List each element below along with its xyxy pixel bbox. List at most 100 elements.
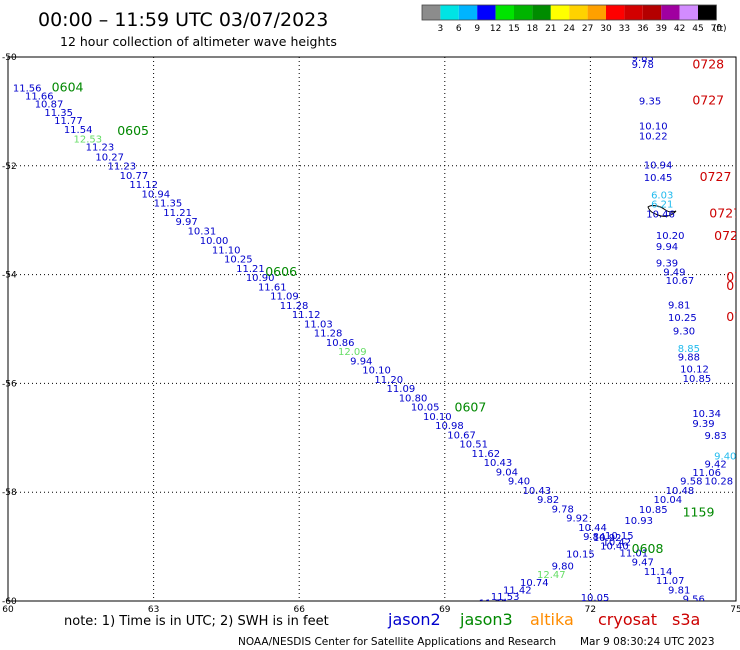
x-tick-label: 60 <box>2 605 14 615</box>
wave-height-value: 10.28 <box>704 477 733 488</box>
wave-height-value: 9.83 <box>704 431 726 442</box>
plot-frame <box>7 56 737 602</box>
wave-height-value: 9.92 <box>566 514 588 525</box>
color-swatch <box>495 5 514 20</box>
wave-height-value: 9.39 <box>656 258 678 269</box>
color-swatch <box>661 5 680 20</box>
pass-time-label: 0727 <box>726 278 740 293</box>
wave-height-value: 10.45 <box>644 173 673 184</box>
wave-height-value: 10.05 <box>581 593 610 604</box>
wave-height-value: 11.21 <box>163 208 192 219</box>
wave-height-value: 10.43 <box>522 486 551 497</box>
color-scale-label: 42 <box>674 24 685 34</box>
pass-time-label: 0606 <box>265 264 297 279</box>
wave-height-value: 10.67 <box>447 430 476 441</box>
wave-height-value: 11.77 <box>54 116 83 127</box>
footer-credit: NOAA/NESDIS Center for Satellite Applica… <box>238 636 556 648</box>
wave-height-value: 11.62 <box>471 449 500 460</box>
color-scale-frame <box>421 4 717 21</box>
color-swatch <box>477 5 496 20</box>
wave-height-value: 11.12 <box>292 310 321 321</box>
wave-height-value: 9.97 <box>175 217 197 228</box>
wave-height-value: 10.00 <box>200 236 229 247</box>
wave-height-value: 11.20 <box>374 375 403 386</box>
color-scale-label: 9 <box>474 24 480 34</box>
wave-height-value: 11.21 <box>236 264 265 275</box>
color-scale-label: 30 <box>600 24 612 34</box>
wave-height-value: 9.04 <box>496 467 518 478</box>
wave-height-value: 10.27 <box>95 152 124 163</box>
wave-height-value: 9.47 <box>632 558 654 569</box>
wave-height-value: 11.10 <box>212 245 241 256</box>
wave-height-value: 9.84 <box>583 532 605 543</box>
wave-height-value: 9.42 <box>704 460 726 471</box>
wave-height-value: 9.58 <box>680 477 702 488</box>
wave-height-value: 11.35 <box>44 108 73 119</box>
x-tick-label: 69 <box>439 605 451 615</box>
x-tick-label: 72 <box>585 605 596 615</box>
wave-height-value: 11.06 <box>692 468 721 479</box>
color-swatch <box>514 5 533 20</box>
wave-height-value: 11.35 <box>154 199 183 210</box>
wave-height-value: 10.85 <box>639 505 668 516</box>
wave-height-value: 10.80 <box>399 393 428 404</box>
wave-height-value: 10.25 <box>224 255 253 266</box>
wave-height-value: 10.10 <box>362 366 391 377</box>
wave-height-value: 11.12 <box>129 180 158 191</box>
wave-height-value: 9.49 <box>663 268 685 279</box>
pass-time-label: 0727 <box>692 92 724 107</box>
wave-height-value: 10.51 <box>459 440 488 451</box>
color-scale-label: 18 <box>527 24 539 34</box>
wave-height-value: 10.34 <box>692 409 721 420</box>
wave-height-value: 11.23 <box>86 143 115 154</box>
legend-item-jason3: jason3 <box>459 610 513 629</box>
wave-height-value: 10.15 <box>605 531 634 542</box>
wave-height-value: 10.43 <box>484 458 513 469</box>
color-scale-unit: (ft) <box>713 24 727 34</box>
wave-height-value: 10.90 <box>246 273 275 284</box>
wave-height-value: 11.07 <box>656 576 685 587</box>
wave-height-value: 11.33 <box>479 598 508 609</box>
wave-height-value: 9.88 <box>678 353 700 364</box>
legend-item-cryosat: cryosat <box>598 610 657 629</box>
pass-time-label: 0727 <box>726 309 740 324</box>
wave-height-value: 9.80 <box>552 561 574 572</box>
wave-height-value: 10.10 <box>639 121 668 132</box>
y-tick-label: -50 <box>2 53 17 63</box>
wave-height-value: 9.81 <box>668 585 690 596</box>
color-swatch <box>532 5 551 20</box>
wave-height-value: 9.30 <box>673 326 695 337</box>
wave-height-value: 11.28 <box>314 329 343 340</box>
wave-height-value: 10.94 <box>141 189 170 200</box>
color-swatch <box>642 5 662 20</box>
observation-labels: 11.5611.6610.8711.3511.7711.5412.5311.23… <box>13 57 736 609</box>
legend-item-jason2: jason2 <box>387 610 441 629</box>
wave-height-value: 11.61 <box>258 282 287 293</box>
wave-height-value: 9.56 <box>683 595 705 606</box>
note-text: note: 1) Time is in UTC; 2) SWH is in fe… <box>64 614 329 629</box>
color-swatch <box>458 5 478 20</box>
pass-time-label: 0727 <box>709 205 740 220</box>
wave-height-value: 9.94 <box>350 356 372 367</box>
footer-timestamp: Mar 9 08:30:24 UTC 2023 <box>580 636 715 648</box>
color-swatch <box>587 5 606 20</box>
wave-height-value: 9.40 <box>508 477 530 488</box>
wave-height-value: 11.01 <box>620 548 649 559</box>
wave-height-value: 11.14 <box>644 567 673 578</box>
wave-height-value: 10.77 <box>120 171 149 182</box>
wave-height-value: 10.46 <box>646 209 675 220</box>
axis-ticks: 60 63 66 69 72 75 -50 -52 -54 -56 -58 -60 <box>2 53 740 615</box>
wave-height-value: 11.42 <box>503 585 532 596</box>
wave-height-value: 12.09 <box>338 347 367 358</box>
pass-time-labels: 0604060506060607060811591158115707280728… <box>52 57 740 556</box>
legend-item-altika: altika <box>530 610 574 629</box>
island-outline <box>647 205 677 217</box>
pass-time-label: 0727 <box>726 269 740 284</box>
wave-height-value: 10.04 <box>653 495 682 506</box>
pass-time-label: 0605 <box>117 123 149 138</box>
pass-time-label: 0604 <box>52 79 84 94</box>
x-tick-label: 66 <box>293 605 305 615</box>
wave-height-value: 9.35 <box>639 96 661 107</box>
wave-height-value: 9.78 <box>632 60 654 71</box>
